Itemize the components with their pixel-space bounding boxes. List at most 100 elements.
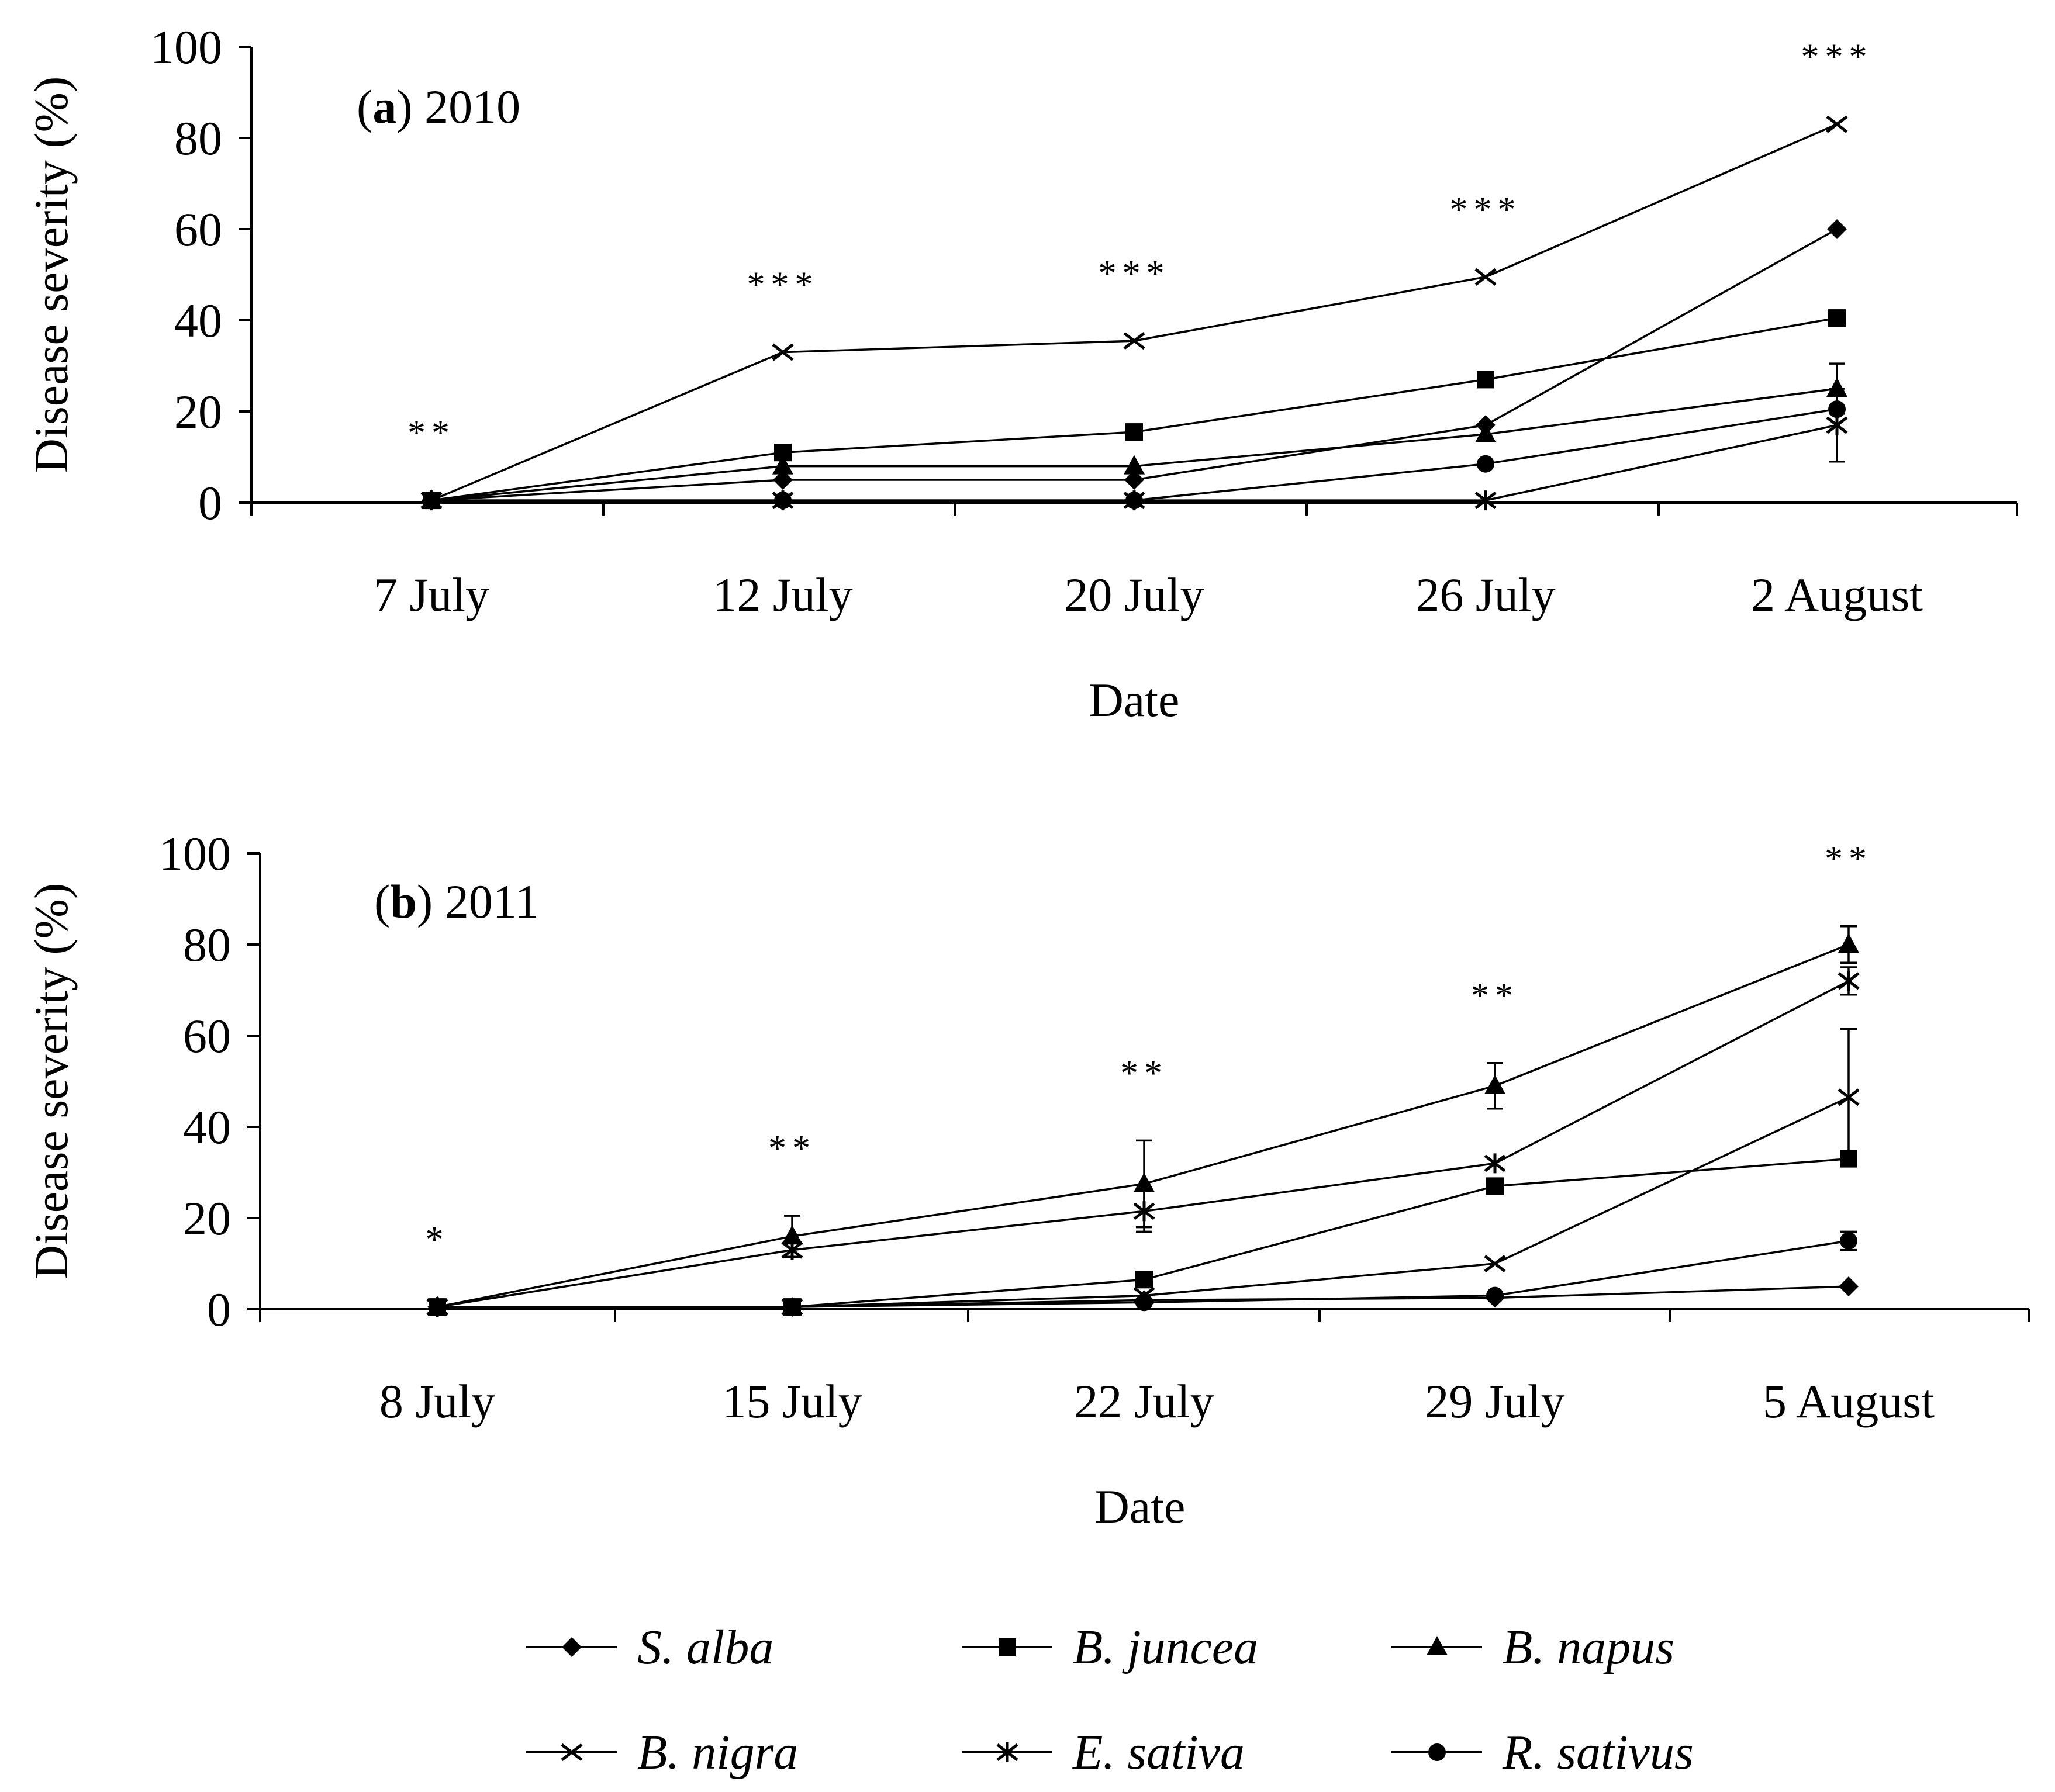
x-tick-label: 15 July [722, 1375, 862, 1428]
data-point [781, 1240, 803, 1260]
y-tick-label: 40 [183, 1101, 231, 1154]
data-point [1477, 455, 1494, 473]
panel-letter: ) [396, 80, 424, 133]
x-tick-label: 22 July [1074, 1375, 1214, 1428]
legend-marker [999, 1638, 1016, 1656]
data-point [1135, 1293, 1153, 1312]
panel-label: (a) 2010 [357, 80, 520, 133]
data-point [1828, 400, 1846, 418]
data-point [783, 1298, 801, 1316]
data-point [772, 455, 793, 475]
x-tick-label: 20 July [1064, 568, 1204, 621]
panel-letter: ( [357, 80, 372, 133]
data-point [1838, 933, 1859, 953]
panel-year: 2010 [424, 80, 520, 133]
data-point [1484, 1153, 1506, 1174]
legend-label: B. napus [1503, 1620, 1674, 1675]
data-point [774, 492, 792, 510]
data-point [1125, 423, 1143, 441]
legend-marker [996, 1742, 1018, 1762]
data-point [1838, 971, 1860, 991]
significance-label: ** [1825, 839, 1873, 879]
data-point [1124, 455, 1145, 475]
data-point [1135, 1271, 1153, 1289]
significance-label: *** [1099, 254, 1170, 293]
panel-a-chart: 0 20 40 60 80 100 7 July 12 July 20 July 26 July 2… [25, 20, 2018, 727]
legend-label: E. sativa [1072, 1725, 1245, 1780]
legend-item: S. alba [526, 1620, 773, 1675]
y-tick-label: 40 [174, 294, 222, 347]
legend-item: E. sativa [962, 1725, 1245, 1780]
data-point [1826, 115, 1848, 133]
data-point [1477, 371, 1494, 389]
x-tick-label: 8 July [379, 1375, 495, 1428]
x-tick-label: 2 August [1751, 568, 1923, 621]
significance-label: ** [768, 1129, 816, 1168]
panel-letter: ) [417, 875, 445, 928]
data-point [1486, 1177, 1504, 1195]
x-tick-label: 26 July [1415, 568, 1555, 621]
y-tick-label: 20 [174, 385, 222, 438]
data-point [423, 492, 440, 510]
data-point [1838, 1088, 1860, 1106]
legend-label: S. alba [637, 1620, 773, 1675]
data-point [1827, 219, 1847, 239]
data-point [1826, 378, 1847, 397]
data-point [1839, 1276, 1859, 1296]
legend-marker [1427, 1636, 1448, 1655]
y-tick-label: 80 [183, 918, 231, 971]
data-point [1828, 309, 1846, 327]
significance-label: * [426, 1220, 450, 1260]
legend-label: B. nigra [637, 1725, 798, 1780]
y-tick-label: 20 [183, 1192, 231, 1245]
y-tick-label: 60 [174, 203, 222, 256]
panel-year: 2011 [445, 875, 539, 928]
x-axis-title: Date [1095, 1480, 1186, 1533]
legend-marker [561, 1743, 583, 1761]
legend-item: B. napus [1391, 1620, 1674, 1675]
legend-label: R. sativus [1502, 1725, 1694, 1780]
legend-label: B. juncea [1073, 1620, 1258, 1675]
data-point [772, 343, 794, 361]
significance-label: ** [1120, 1053, 1168, 1093]
data-point [1134, 1172, 1155, 1192]
data-point [1125, 492, 1143, 510]
x-tick-label: 29 July [1425, 1375, 1564, 1428]
x-tick-label: 12 July [713, 568, 852, 621]
data-point [1475, 423, 1496, 442]
panel-label: (b) 2011 [374, 875, 539, 928]
data-point [1840, 1232, 1857, 1250]
y-axis-title: Disease severity (%) [25, 883, 78, 1280]
data-point [1474, 490, 1497, 511]
y-tick-label: 100 [159, 827, 231, 880]
panel-letter: b [390, 875, 417, 928]
significance-label: ** [1471, 976, 1519, 1016]
data-point [1486, 1286, 1504, 1305]
data-point [1133, 1201, 1155, 1222]
x-axis-title: Date [1089, 673, 1180, 727]
series-line [437, 943, 1849, 1308]
series-line [431, 123, 1838, 501]
data-point [1484, 1255, 1506, 1272]
legend-item: B. nigra [526, 1725, 798, 1780]
data-point [1484, 1074, 1505, 1094]
data-point [1474, 268, 1497, 286]
legend-item: B. juncea [962, 1620, 1258, 1675]
significance-label: *** [1801, 37, 1873, 77]
x-tick-label: 7 July [374, 568, 489, 621]
significance-label: ** [407, 413, 455, 453]
legend-marker [1428, 1743, 1446, 1761]
y-tick-label: 100 [150, 20, 222, 74]
panel-letter: ( [374, 875, 390, 928]
significance-label: *** [1450, 190, 1522, 230]
y-axis-title: Disease severity (%) [25, 77, 78, 473]
panel-b-chart: 0 20 40 60 80 100 8 July 15 July 22 July 29 July 5… [25, 827, 2030, 1533]
y-tick-label: 60 [183, 1009, 231, 1063]
data-point [429, 1298, 446, 1316]
y-tick-label: 0 [198, 476, 222, 530]
legend-marker [562, 1637, 582, 1657]
y-tick-label: 80 [174, 112, 222, 165]
significance-label: *** [747, 265, 819, 305]
data-point [1826, 415, 1848, 435]
